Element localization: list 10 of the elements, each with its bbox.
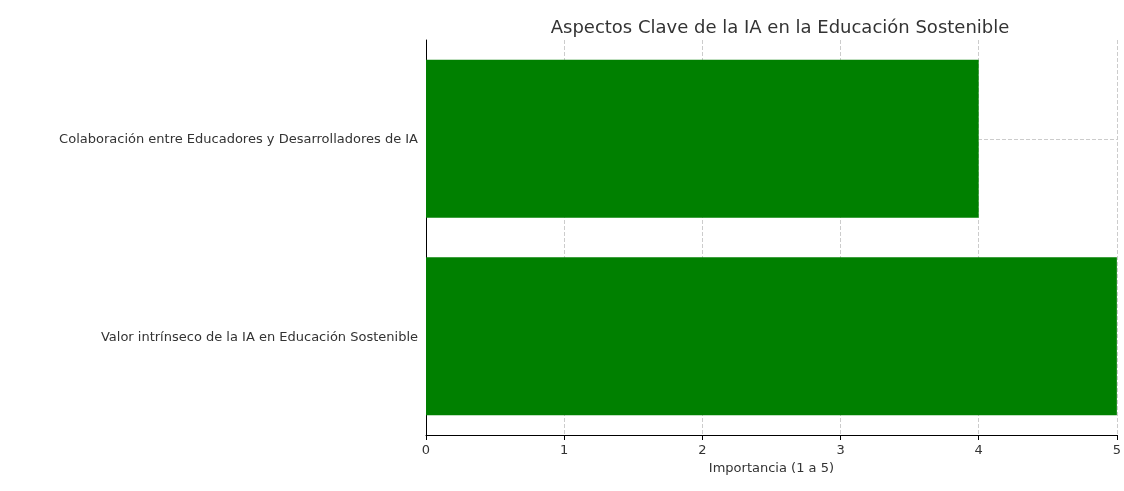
x-tick-label: 4 <box>974 442 983 457</box>
x-tick-label: 1 <box>560 442 569 457</box>
x-tick-label: 3 <box>836 442 845 457</box>
y-tick-label: Colaboración entre Educadores y Desarrolladores de IA <box>59 131 419 147</box>
y-tick-label: Valor intrínseco de la IA en Educación Sostenible <box>100 328 418 344</box>
chart-title: Aspectos Clave de la IA en la Educación Sostenible <box>550 15 1010 37</box>
x-tick-label: 0 <box>421 442 431 457</box>
x-axis-title: Importancia (1 a 5) <box>708 459 834 475</box>
x-tick-label: 5 <box>1112 442 1122 457</box>
x-tick-label: 2 <box>698 442 707 457</box>
